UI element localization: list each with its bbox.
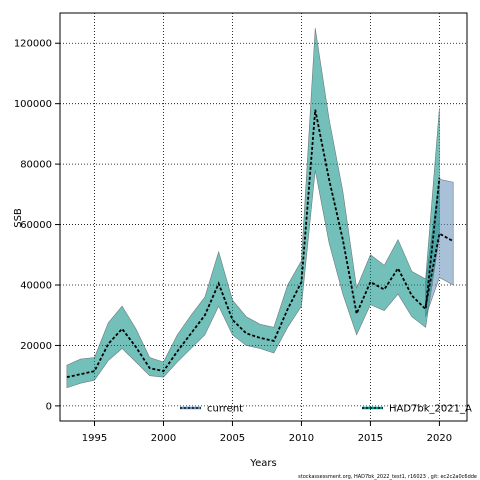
legend-item-current: current bbox=[180, 404, 243, 415]
legend-label: current bbox=[207, 404, 243, 415]
y-tick-label: 60000 bbox=[20, 220, 52, 231]
band-HAD7bk_2021_A bbox=[66, 28, 440, 389]
x-tick-label: 2015 bbox=[358, 433, 383, 444]
y-tick-label: 0 bbox=[46, 401, 52, 412]
series-lines bbox=[66, 109, 454, 379]
credit-line: stockassessment.org, HAD7bk_2022_test1, … bbox=[298, 474, 477, 480]
grid bbox=[60, 13, 467, 421]
y-tick-label: 100000 bbox=[14, 99, 52, 110]
plot-frame bbox=[59, 12, 468, 422]
confidence-bands bbox=[66, 28, 454, 389]
y-tick-label: 20000 bbox=[20, 341, 52, 352]
line-HAD7bk_2021_A bbox=[66, 109, 441, 379]
x-tick-label: 2010 bbox=[289, 433, 314, 444]
x-tick-label: 2005 bbox=[220, 433, 245, 444]
y-tick-label: 40000 bbox=[20, 281, 52, 292]
y-tick-label: 120000 bbox=[14, 39, 52, 50]
axis-ticks: 1995 2000 2005 2010 2015 2020 0 20000 40000 60000… bbox=[14, 39, 452, 444]
x-axis-title: Years bbox=[249, 458, 276, 469]
legend-label: HAD7bk_2021_A bbox=[389, 404, 472, 415]
legend: current HAD7bk_2021_A bbox=[180, 404, 472, 415]
x-tick-label: 1995 bbox=[82, 433, 107, 444]
y-tick-label: 80000 bbox=[20, 160, 52, 171]
x-tick-label: 2000 bbox=[151, 433, 176, 444]
x-tick-label: 2020 bbox=[427, 433, 452, 444]
legend-item-HAD7bk_2021_A: HAD7bk_2021_A bbox=[362, 404, 472, 415]
y-axis-title: SSB bbox=[13, 208, 24, 228]
